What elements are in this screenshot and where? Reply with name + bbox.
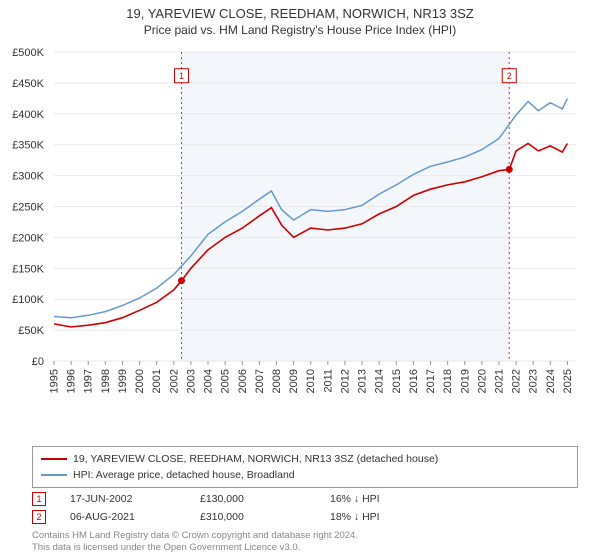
- svg-text:2001: 2001: [151, 369, 163, 393]
- svg-text:1997: 1997: [83, 369, 95, 393]
- svg-text:2013: 2013: [357, 369, 369, 393]
- title-block: 19, YAREVIEW CLOSE, REEDHAM, NORWICH, NR…: [0, 0, 600, 37]
- legend-swatch: [41, 474, 67, 476]
- svg-text:1: 1: [179, 71, 184, 81]
- svg-text:2002: 2002: [168, 369, 180, 393]
- svg-text:2018: 2018: [442, 369, 454, 393]
- svg-text:2008: 2008: [271, 369, 283, 393]
- sale-marker-icon: 1: [32, 492, 46, 506]
- sale-marker-num: 2: [36, 512, 41, 522]
- sale-price: £310,000: [200, 511, 330, 523]
- sale-date: 17-JUN-2002: [70, 493, 200, 505]
- sale-pct: 18% ↓ HPI: [330, 511, 460, 523]
- svg-text:2020: 2020: [476, 369, 488, 393]
- sale-marker-num: 1: [36, 494, 41, 504]
- svg-text:£350K: £350K: [12, 140, 44, 152]
- svg-text:2006: 2006: [237, 369, 249, 393]
- svg-text:£200K: £200K: [12, 232, 44, 244]
- chart-container: 19, YAREVIEW CLOSE, REEDHAM, NORWICH, NR…: [0, 0, 600, 560]
- svg-text:2023: 2023: [528, 369, 540, 393]
- footnote: Contains HM Land Registry data © Crown c…: [32, 530, 358, 554]
- svg-text:2011: 2011: [322, 369, 334, 393]
- svg-text:£450K: £450K: [12, 78, 44, 90]
- sale-date: 06-AUG-2021: [70, 511, 200, 523]
- svg-text:£50K: £50K: [18, 325, 44, 337]
- svg-text:2005: 2005: [220, 369, 232, 393]
- svg-text:£300K: £300K: [12, 171, 44, 183]
- svg-text:2012: 2012: [339, 369, 351, 393]
- chart-svg: £0£50K£100K£150K£200K£250K£300K£350K£400…: [50, 48, 580, 413]
- svg-text:2003: 2003: [185, 369, 197, 393]
- chart-area: £0£50K£100K£150K£200K£250K£300K£350K£400…: [50, 48, 580, 413]
- svg-text:1998: 1998: [100, 369, 112, 393]
- svg-text:£0: £0: [32, 356, 44, 368]
- svg-text:2009: 2009: [288, 369, 300, 393]
- svg-text:2004: 2004: [203, 369, 215, 393]
- svg-text:£100K: £100K: [12, 294, 44, 306]
- legend-row: HPI: Average price, detached house, Broa…: [41, 467, 569, 483]
- legend-label: 19, YAREVIEW CLOSE, REEDHAM, NORWICH, NR…: [73, 453, 438, 465]
- svg-text:1995: 1995: [49, 369, 61, 393]
- footnote-line: Contains HM Land Registry data © Crown c…: [32, 530, 358, 542]
- footnote-line: This data is licensed under the Open Gov…: [32, 542, 358, 554]
- svg-text:2016: 2016: [408, 369, 420, 393]
- svg-text:2000: 2000: [134, 369, 146, 393]
- svg-text:£400K: £400K: [12, 109, 44, 121]
- sale-row: 1 17-JUN-2002 £130,000 16% ↓ HPI: [32, 490, 578, 508]
- svg-text:2021: 2021: [493, 369, 505, 393]
- legend-swatch: [41, 458, 67, 460]
- svg-text:£500K: £500K: [12, 47, 44, 59]
- sale-marker-icon: 2: [32, 510, 46, 524]
- legend-label: HPI: Average price, detached house, Broa…: [73, 469, 295, 481]
- svg-text:2010: 2010: [305, 369, 317, 393]
- svg-text:2015: 2015: [391, 369, 403, 393]
- legend-row: 19, YAREVIEW CLOSE, REEDHAM, NORWICH, NR…: [41, 451, 569, 467]
- svg-text:2: 2: [507, 71, 512, 81]
- svg-text:2024: 2024: [545, 369, 557, 393]
- sale-row: 2 06-AUG-2021 £310,000 18% ↓ HPI: [32, 508, 578, 526]
- legend-box: 19, YAREVIEW CLOSE, REEDHAM, NORWICH, NR…: [32, 446, 578, 488]
- sale-price: £130,000: [200, 493, 330, 505]
- svg-text:1996: 1996: [66, 369, 78, 393]
- svg-text:£150K: £150K: [12, 263, 44, 275]
- svg-text:2019: 2019: [459, 369, 471, 393]
- sale-rows: 1 17-JUN-2002 £130,000 16% ↓ HPI 2 06-AU…: [32, 490, 578, 526]
- svg-text:2017: 2017: [425, 369, 437, 393]
- svg-text:2022: 2022: [511, 369, 523, 393]
- svg-text:£250K: £250K: [12, 202, 44, 214]
- svg-text:2014: 2014: [374, 369, 386, 393]
- chart-subtitle: Price paid vs. HM Land Registry's House …: [0, 23, 600, 37]
- sale-pct: 16% ↓ HPI: [330, 493, 460, 505]
- svg-text:2007: 2007: [254, 369, 266, 393]
- chart-title: 19, YAREVIEW CLOSE, REEDHAM, NORWICH, NR…: [0, 6, 600, 21]
- svg-text:2025: 2025: [562, 369, 574, 393]
- svg-text:1999: 1999: [117, 369, 129, 393]
